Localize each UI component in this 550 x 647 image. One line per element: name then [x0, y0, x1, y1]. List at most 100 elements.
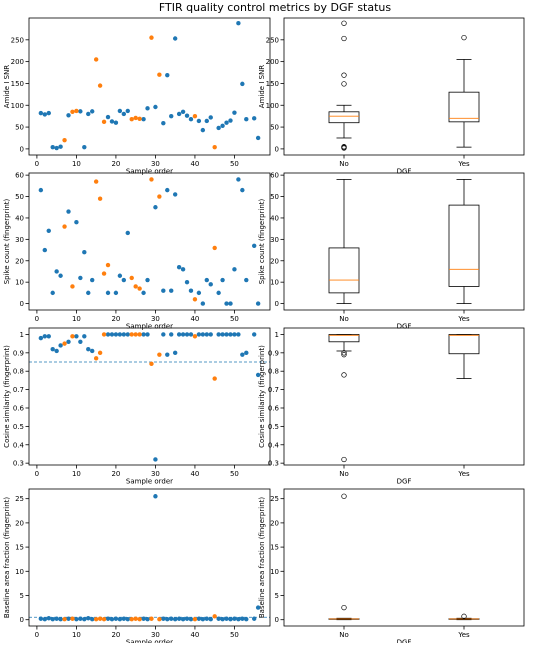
x-tick-label: 10: [72, 631, 81, 639]
data-point-dgf-no: [188, 117, 194, 122]
x-tick-label: 40: [190, 631, 199, 639]
data-point-dgf-no: [255, 372, 261, 378]
x-tick-label: 10: [72, 315, 81, 323]
data-point-dgf-no: [121, 111, 127, 117]
data-point-dgf-yes: [149, 361, 154, 367]
data-point-dgf-no: [153, 457, 158, 462]
data-point-dgf-yes: [212, 376, 217, 381]
data-point-dgf-yes: [137, 116, 142, 121]
y-tick-label: 0.4: [268, 441, 280, 449]
data-point-dgf-no: [109, 617, 115, 622]
y-tick-label: 0.4: [13, 441, 25, 449]
y-tick-label: 25: [270, 495, 279, 503]
data-point-dgf-no: [113, 332, 119, 337]
data-point-dgf-no: [109, 119, 115, 124]
y-tick-label: 0.3: [13, 460, 24, 468]
x-tick-label: 20: [111, 160, 120, 168]
data-point-dgf-no: [50, 290, 55, 296]
y-tick-label: 50: [270, 193, 279, 201]
outlier-point: [341, 604, 347, 611]
axes-frame: [28, 17, 271, 156]
y-tick-label: 0.7: [13, 386, 24, 394]
data-point-dgf-no: [141, 332, 146, 337]
data-point-dgf-yes: [212, 245, 217, 251]
x-axis-label: DGF: [397, 323, 412, 331]
data-point-dgf-no: [228, 118, 233, 123]
data-point-dgf-no: [184, 113, 190, 118]
data-point-dgf-no: [172, 617, 178, 622]
y-tick-label: 0.6: [13, 404, 25, 412]
data-point-dgf-no: [86, 111, 91, 117]
data-point-dgf-no: [220, 277, 225, 283]
data-point-dgf-no: [188, 288, 194, 293]
y-tick-label: 0.5: [268, 423, 279, 431]
data-point-dgf-yes: [157, 617, 162, 622]
data-point-dgf-no: [54, 269, 59, 274]
box-yes: [448, 613, 480, 621]
data-point-dgf-yes: [133, 284, 138, 289]
data-point-dgf-yes: [212, 144, 217, 150]
x-tick-label: 30: [151, 315, 160, 323]
x-axis-label: Sample order: [126, 478, 173, 486]
y-tick-label: 20: [270, 257, 279, 265]
y-tick-label: 20: [270, 519, 279, 527]
y-tick-label: 0: [20, 145, 24, 153]
y-tick-label: 200: [11, 58, 24, 66]
outlier-point: [341, 20, 347, 26]
data-point-dgf-no: [169, 616, 174, 621]
data-point-dgf-no: [82, 334, 87, 339]
data-point-dgf-no: [220, 617, 225, 622]
data-point-dgf-no: [165, 617, 170, 622]
data-point-dgf-no: [105, 114, 111, 120]
y-tick-label: 10: [15, 568, 24, 576]
data-point-dgf-no: [172, 192, 178, 197]
x-tick-label: 10: [72, 470, 81, 478]
x-tick-label: 30: [151, 631, 160, 639]
x-tick-label: 0: [35, 470, 39, 478]
data-point-dgf-no: [224, 616, 229, 621]
data-point-dgf-no: [46, 334, 51, 339]
scatter-plot-2: 0 10 20 30 40 50 60 Spike count (fingerprint) Sa…: [3, 172, 271, 331]
x-tick-label: No: [339, 315, 349, 323]
box-plot-3: 0.3 0.4 0.5 0.6 0.7 0.8 0.9 1 Cosine similarity …: [258, 327, 525, 486]
y-tick-label: 20: [15, 519, 24, 527]
x-tick-label: 40: [190, 160, 199, 168]
data-point-dgf-no: [188, 332, 194, 337]
data-point-dgf-no: [161, 288, 166, 293]
data-point-dgf-no: [113, 616, 119, 621]
data-point-dgf-yes: [62, 224, 67, 229]
x-tick-label: 40: [190, 470, 199, 478]
y-axis-label: Baseline area fraction (fingerprint): [258, 497, 266, 619]
data-point-dgf-no: [109, 332, 115, 337]
y-tick-label: 10: [270, 568, 279, 576]
data-point-dgf-no: [153, 205, 158, 210]
outlier-point: [341, 456, 347, 463]
data-point-dgf-no: [54, 348, 59, 354]
outlier-point: [341, 81, 347, 87]
x-tick-label: 10: [72, 160, 81, 168]
x-tick-label: 50: [230, 315, 239, 323]
data-point-dgf-no: [216, 290, 221, 296]
data-point-dgf-no: [78, 339, 83, 344]
data-point-dgf-no: [42, 334, 48, 339]
y-tick-label: 50: [270, 124, 279, 132]
box-iqr: [448, 334, 480, 355]
outlier-point: [461, 34, 467, 41]
x-tick-label: 0: [35, 315, 39, 323]
outlier-point: [341, 372, 347, 378]
y-tick-label: 150: [266, 80, 279, 88]
scatter-plot-3: 0.3 0.4 0.5 0.6 0.7 0.8 0.9 1 Cosine similarity …: [3, 327, 271, 486]
data-point-dgf-yes: [101, 119, 107, 125]
y-axis-label: Spike count (fingerprint): [258, 198, 266, 284]
data-point-dgf-yes: [129, 275, 134, 281]
x-tick-label: 20: [111, 631, 120, 639]
data-point-dgf-no: [180, 109, 186, 115]
x-tick-label: 40: [190, 315, 199, 323]
data-point-dgf-yes: [93, 179, 99, 184]
data-point-dgf-no: [165, 72, 170, 78]
data-point-dgf-yes: [149, 35, 154, 40]
x-axis-label: DGF: [397, 168, 412, 176]
y-tick-label: 15: [15, 544, 24, 552]
x-tick-label: 30: [151, 160, 160, 168]
